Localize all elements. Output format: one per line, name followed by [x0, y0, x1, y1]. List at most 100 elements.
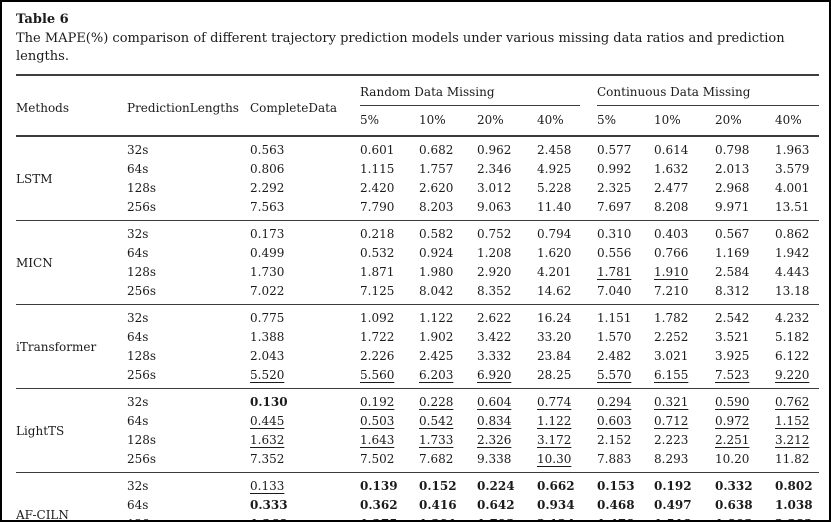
mape-value: 0.416 — [419, 497, 457, 512]
prediction-length: 128s — [127, 514, 250, 521]
mape-value: 0.445 — [250, 413, 285, 428]
mape-value: 0.497 — [654, 497, 692, 512]
mape-value: 1.169 — [715, 245, 750, 260]
mape-value: 7.125 — [360, 283, 395, 298]
mape-value: 6.155 — [654, 367, 689, 382]
mape-value: 0.332 — [715, 472, 775, 495]
mape-value: 8.352 — [477, 283, 512, 298]
method-name: LightTS — [16, 388, 127, 473]
mape-value: 0.924 — [419, 245, 454, 260]
mape-value: 1.632 — [250, 432, 285, 447]
mape-value: 0.133 — [250, 472, 360, 495]
prediction-length: 128s — [127, 180, 157, 195]
mape-value: 0.712 — [654, 413, 689, 428]
mape-value: 1.518 — [654, 514, 715, 521]
mape-value: 2.968 — [715, 180, 750, 195]
table-header: Methods PredictionLengths CompleteData R… — [16, 75, 819, 136]
mape-value: 2.252 — [654, 329, 689, 344]
mape-value: 1.722 — [360, 329, 395, 344]
mape-value: 2.620 — [419, 180, 454, 195]
mape-value: 5.228 — [537, 180, 572, 195]
mape-value: 5.560 — [360, 367, 395, 382]
mape-comparison-table: Methods PredictionLengths CompleteData R… — [16, 74, 819, 521]
prediction-length: 128s — [127, 348, 157, 363]
method-name: MICN — [16, 220, 127, 305]
mape-value: 0.590 — [715, 388, 775, 411]
column-group-random-missing: Random Data Missing — [360, 75, 597, 106]
mape-value: 1.793 — [477, 514, 537, 521]
mape-value: 0.321 — [654, 388, 715, 411]
mape-value: 0.362 — [360, 497, 398, 512]
mape-value: 0.139 — [360, 472, 419, 495]
mape-value: 1.291 — [419, 514, 477, 521]
prediction-length: 256s — [127, 367, 157, 382]
mape-value: 3.332 — [477, 348, 512, 363]
mape-value: 9.220 — [775, 367, 810, 382]
mape-value: 13.18 — [775, 283, 810, 298]
mape-value: 0.563 — [250, 142, 285, 157]
table-row: 128s1.2681.2751.2911.7932.1241.4781.5181… — [16, 514, 819, 521]
mape-value: 0.499 — [250, 245, 285, 260]
mape-value: 1.152 — [775, 413, 810, 428]
mape-value: 7.563 — [250, 199, 285, 214]
mape-value: 2.226 — [360, 348, 395, 363]
mape-value: 3.925 — [715, 348, 750, 363]
mape-value: 10.20 — [715, 451, 750, 466]
mape-value: 0.192 — [654, 472, 715, 495]
table-row: 64s 0.499 0.532 0.924 1.208 1.620 0.556 0.766 1.… — [16, 243, 819, 262]
mape-value: 0.192 — [360, 388, 419, 411]
mape-value: 5.520 — [250, 367, 285, 382]
mape-value: 1.632 — [654, 161, 689, 176]
mape-value: 10.30 — [537, 451, 572, 466]
mape-value: 0.173 — [250, 220, 360, 243]
method-name: LSTM — [16, 171, 53, 186]
mape-value: 1.478 — [597, 514, 654, 521]
mape-value: 7.352 — [250, 451, 285, 466]
mape-value: 3.021 — [654, 348, 689, 363]
mape-value: 5.570 — [597, 367, 632, 382]
mape-value: 23.84 — [537, 348, 572, 363]
mape-value: 2.482 — [597, 348, 632, 363]
mape-value: 1.871 — [360, 264, 395, 279]
mape-value: 4.001 — [775, 180, 810, 195]
mape-value: 0.542 — [419, 413, 454, 428]
table-caption-text: The MAPE(%) comparison of different traj… — [16, 31, 785, 64]
mape-value: 1.963 — [775, 142, 810, 157]
mape-value: 2.124 — [537, 514, 597, 521]
mape-value: 1.122 — [419, 304, 477, 327]
mape-value: 0.582 — [419, 220, 477, 243]
method-name: iTransformer — [16, 304, 127, 389]
prediction-length: 128s — [127, 432, 157, 447]
mape-value: 1.208 — [477, 245, 512, 260]
mape-value: 0.614 — [654, 142, 689, 157]
prediction-length: 64s — [127, 497, 149, 512]
ratio-header-random-10: 10% — [419, 113, 446, 127]
mape-value: 1.942 — [775, 245, 810, 260]
mape-value: 7.883 — [597, 451, 632, 466]
mape-value: 7.502 — [360, 451, 395, 466]
mape-value: 7.790 — [360, 199, 395, 214]
mape-value: 1.038 — [775, 497, 813, 512]
table-body: LSTM 32s 0.563 0.601 0.682 0.962 2.458 0.577 0.6… — [16, 136, 819, 521]
mape-value: 1.570 — [597, 329, 632, 344]
mape-value: 0.503 — [360, 413, 395, 428]
mape-value: 8.042 — [419, 283, 454, 298]
ratio-header-continuous-10: 10% — [654, 113, 681, 127]
prediction-length: 256s — [127, 451, 157, 466]
mape-value: 0.662 — [537, 472, 597, 495]
method-name: AF-CILN — [16, 472, 127, 520]
prediction-length: 256s — [127, 283, 157, 298]
mape-value: 0.794 — [537, 220, 597, 243]
mape-value: 2.326 — [477, 432, 512, 447]
mape-value: 2.382 — [775, 514, 819, 521]
mape-value: 8.208 — [654, 199, 689, 214]
mape-value: 11.40 — [537, 199, 572, 214]
table-row: LightTS 32s 0.130 0.192 0.228 0.604 0.774 0.294… — [16, 388, 819, 473]
mape-value: 9.338 — [477, 451, 512, 466]
mape-value: 0.934 — [537, 497, 575, 512]
prediction-length: 32s — [127, 142, 149, 157]
table-row: LSTM 32s 0.563 0.601 0.682 0.962 2.458 0.577 0.6… — [16, 136, 819, 186]
mape-value: 7.682 — [419, 451, 454, 466]
mape-value: 0.762 — [775, 388, 819, 411]
mape-value: 2.292 — [250, 180, 285, 195]
